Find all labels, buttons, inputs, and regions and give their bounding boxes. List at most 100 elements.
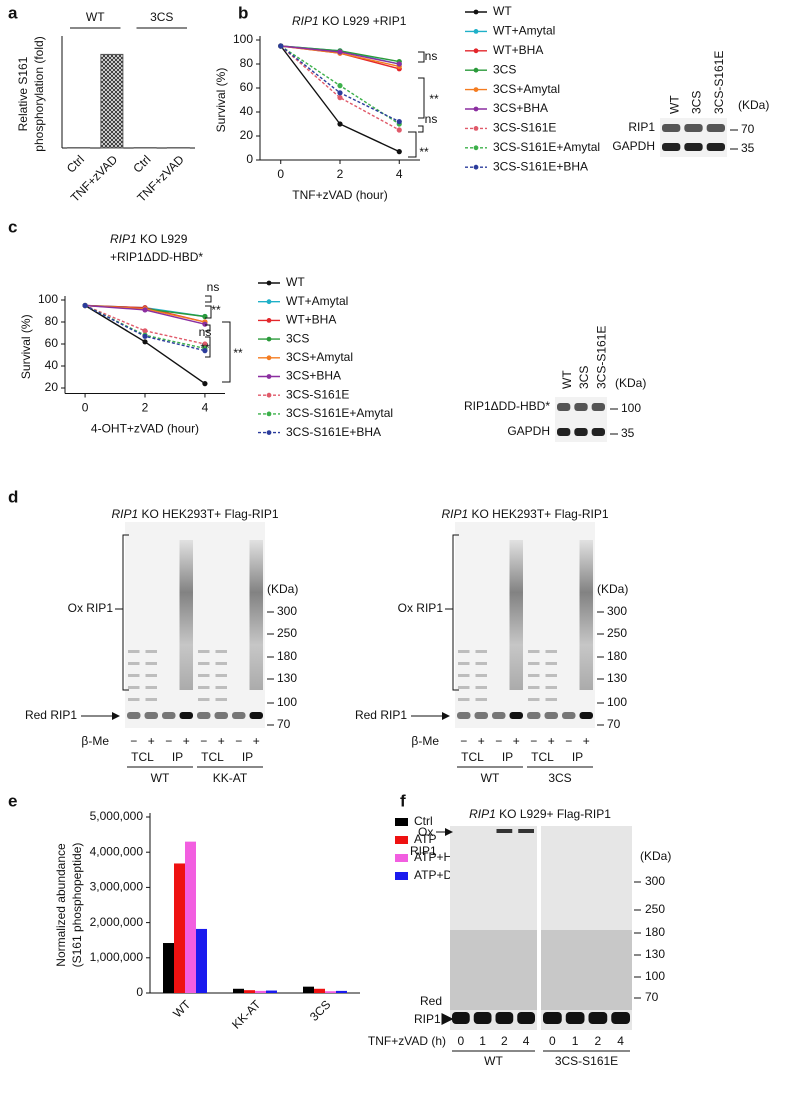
marker-label: 70 bbox=[741, 122, 755, 136]
gel-bg bbox=[125, 522, 265, 728]
point bbox=[337, 95, 343, 101]
sign-label: + bbox=[148, 734, 155, 748]
row-label: GAPDH bbox=[507, 424, 550, 438]
y-tick-label: 1,000,000 bbox=[90, 950, 144, 964]
marker-label: 300 bbox=[607, 604, 627, 618]
title-part: KO L929+ Flag-RIP1 bbox=[496, 807, 611, 821]
sign-label: + bbox=[513, 734, 520, 748]
sign-label: − bbox=[165, 734, 172, 748]
panel-letter: f bbox=[400, 791, 406, 810]
legend-marker bbox=[473, 67, 479, 73]
bar bbox=[255, 990, 266, 993]
legend-swatch bbox=[395, 854, 408, 862]
legend-label: 3CS bbox=[493, 62, 516, 76]
gel-ladder bbox=[198, 686, 210, 689]
point bbox=[142, 307, 148, 313]
point bbox=[278, 43, 284, 49]
legend-swatch bbox=[395, 818, 408, 826]
x-tick-label: 3CS bbox=[307, 997, 333, 1023]
blot-band bbox=[662, 143, 681, 151]
x-tick-label: 4 bbox=[396, 167, 403, 181]
fraction-label: IP bbox=[172, 750, 183, 764]
point bbox=[396, 127, 402, 133]
point bbox=[82, 302, 88, 309]
bar bbox=[196, 928, 207, 993]
y-tick-label: 4,000,000 bbox=[90, 844, 144, 858]
legend-marker bbox=[266, 336, 272, 342]
marker-label: 180 bbox=[607, 649, 627, 663]
gel-ladder bbox=[145, 674, 157, 677]
time-label: 1 bbox=[479, 1034, 486, 1048]
ox-label: Ox bbox=[418, 825, 433, 839]
legend-label: 3CS+Amytal bbox=[493, 82, 560, 96]
series-line bbox=[280, 45, 400, 131]
lane-label: 3CS-S161E bbox=[595, 326, 609, 389]
fraction-label: IP bbox=[572, 750, 583, 764]
gel-ladder bbox=[198, 662, 210, 665]
gel-ladder bbox=[475, 686, 487, 689]
gel-ladder bbox=[198, 674, 210, 677]
red-label: RIP1 bbox=[414, 1012, 441, 1026]
gel-band bbox=[249, 712, 263, 719]
sign-label: − bbox=[130, 734, 137, 748]
gel-band bbox=[162, 712, 176, 719]
ox-label: Ox RIP1 bbox=[398, 601, 444, 615]
marker-label: 300 bbox=[277, 604, 297, 618]
reducer-label: β-Me bbox=[81, 734, 109, 748]
time-label: 2 bbox=[595, 1034, 602, 1048]
legend-label: 3CS+BHA bbox=[286, 369, 341, 383]
gel-ladder bbox=[215, 698, 227, 701]
y-tick-label: 20 bbox=[45, 380, 59, 394]
blot-band bbox=[684, 143, 703, 151]
x-tick-label: 4 bbox=[202, 401, 209, 415]
unit-label: (KDa) bbox=[640, 849, 671, 863]
gel-ladder bbox=[475, 674, 487, 677]
lane-label: WT bbox=[560, 370, 574, 389]
group-label: WT bbox=[151, 771, 170, 785]
group-label: WT bbox=[481, 771, 500, 785]
gel-ladder bbox=[545, 698, 557, 701]
significance-bracket bbox=[205, 336, 211, 358]
annotation: ** bbox=[233, 346, 243, 360]
gel-band bbox=[527, 712, 541, 719]
point bbox=[337, 90, 343, 96]
title-part: RIP1 bbox=[441, 507, 468, 521]
blot-band bbox=[591, 428, 605, 436]
annotation: ** bbox=[429, 92, 439, 106]
sign-label: + bbox=[548, 734, 555, 748]
row-label: RIP1 bbox=[628, 120, 655, 134]
time-label: 2 bbox=[501, 1034, 508, 1048]
y-axis-label: Normalized abundance bbox=[54, 843, 68, 967]
bar bbox=[336, 990, 347, 993]
legend-swatch bbox=[395, 836, 408, 844]
gel-ladder bbox=[528, 662, 540, 665]
bar bbox=[100, 53, 124, 149]
legend-marker bbox=[473, 145, 479, 151]
gel-bg bbox=[455, 522, 595, 728]
legend-marker bbox=[473, 164, 479, 170]
annotation: ns bbox=[425, 49, 438, 63]
red-label: Red RIP1 bbox=[355, 708, 407, 722]
gel-band bbox=[452, 1012, 470, 1024]
gel-ladder bbox=[528, 674, 540, 677]
legend-marker bbox=[266, 318, 272, 323]
legend-marker bbox=[266, 392, 272, 398]
time-label: 0 bbox=[549, 1034, 556, 1048]
marker-label: 130 bbox=[645, 947, 665, 961]
gel-ladder bbox=[545, 686, 557, 689]
lane-label: 3CS bbox=[577, 366, 591, 389]
legend-marker bbox=[473, 106, 479, 112]
gel-ladder bbox=[198, 698, 210, 701]
y-axis-label: Survival (%) bbox=[214, 68, 228, 133]
legend-marker bbox=[473, 29, 479, 34]
marker-label: 100 bbox=[277, 695, 297, 709]
gel-ladder bbox=[145, 650, 157, 653]
y-tick-label: 60 bbox=[45, 336, 59, 350]
gel-band bbox=[579, 712, 593, 719]
fraction-label: TCL bbox=[531, 750, 554, 764]
title-part: RIP1 bbox=[469, 807, 496, 821]
blot-band bbox=[591, 403, 605, 411]
y-tick-label: 100 bbox=[38, 292, 58, 306]
point bbox=[202, 381, 208, 387]
marker-label: 35 bbox=[741, 141, 755, 155]
